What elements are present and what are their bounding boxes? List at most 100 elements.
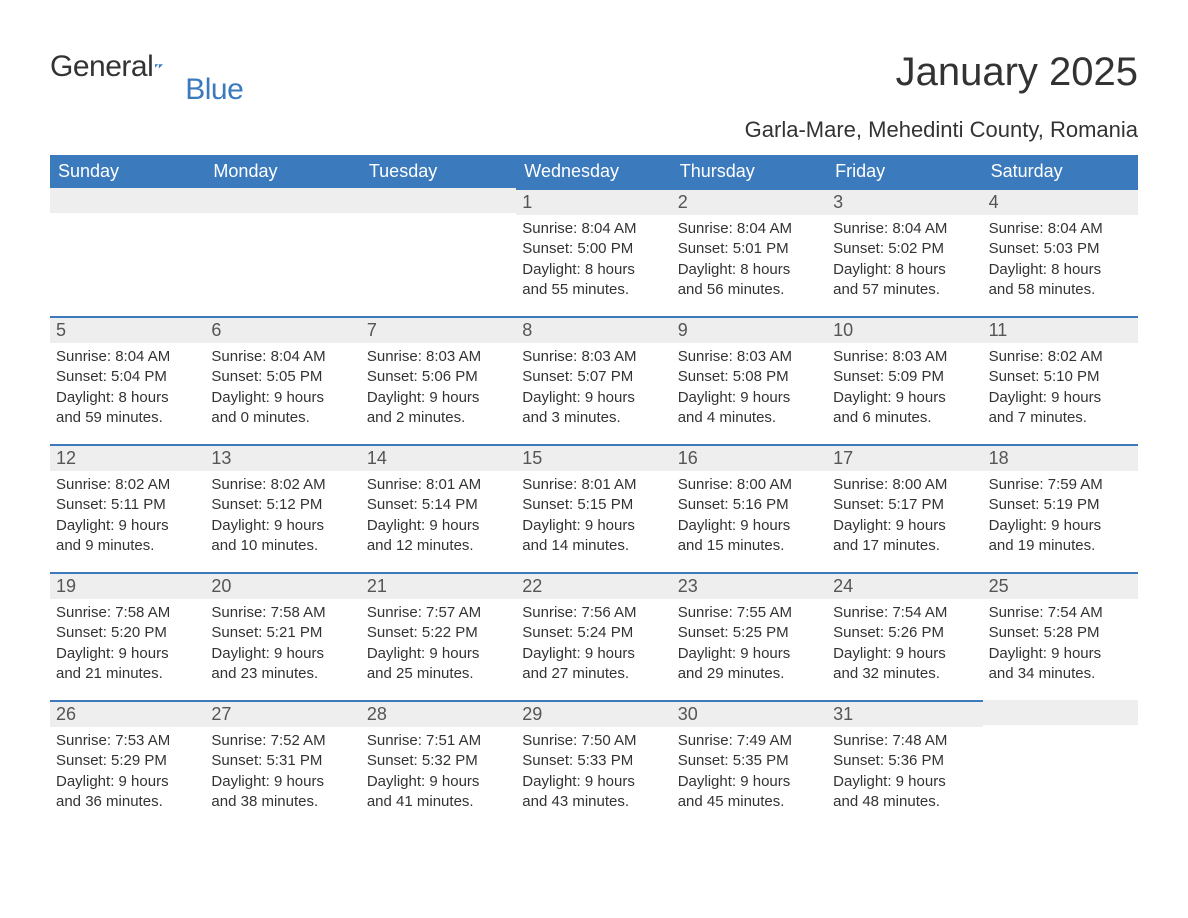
sunset-label: Sunset: <box>367 368 422 385</box>
daylight-hours: 9 hours <box>274 389 324 406</box>
sunrise-label: Sunrise: <box>678 604 737 621</box>
sunrise-line: Sunrise: 7:51 AM <box>367 731 510 751</box>
calendar-cell: 20Sunrise: 7:58 AMSunset: 5:21 PMDayligh… <box>205 572 360 700</box>
daylight-label: Daylight: <box>56 389 119 406</box>
daylight-line-2: and 56 minutes. <box>678 280 821 300</box>
daylight-line-2: and 10 minutes. <box>211 536 354 556</box>
daylight-hours: 9 hours <box>896 389 946 406</box>
daylight-line-1: Daylight: 9 hours <box>678 388 821 408</box>
sunrise-label: Sunrise: <box>56 348 115 365</box>
sunrise-value: 7:54 AM <box>892 604 947 621</box>
daylight-line-2: and 41 minutes. <box>367 792 510 812</box>
daylight-line-1: Daylight: 9 hours <box>211 516 354 536</box>
daylight-hours: 9 hours <box>1051 389 1101 406</box>
sunrise-label: Sunrise: <box>678 732 737 749</box>
sunrise-label: Sunrise: <box>678 220 737 237</box>
day-details: Sunrise: 7:48 AMSunset: 5:36 PMDaylight:… <box>827 727 982 812</box>
sunset-label: Sunset: <box>833 496 888 513</box>
sunrise-line: Sunrise: 8:02 AM <box>56 475 199 495</box>
daylight-line-2: and 19 minutes. <box>989 536 1132 556</box>
day-details: Sunrise: 8:04 AMSunset: 5:04 PMDaylight:… <box>50 343 205 428</box>
sunset-label: Sunset: <box>211 624 266 641</box>
sunrise-value: 7:57 AM <box>426 604 481 621</box>
sunset-value: 5:36 PM <box>888 752 944 769</box>
daylight-line-1: Daylight: 9 hours <box>56 644 199 664</box>
daylight-line-1: Daylight: 8 hours <box>522 260 665 280</box>
calendar-cell: 29Sunrise: 7:50 AMSunset: 5:33 PMDayligh… <box>516 700 671 828</box>
sunrise-value: 8:02 AM <box>271 476 326 493</box>
day-details: Sunrise: 7:54 AMSunset: 5:26 PMDaylight:… <box>827 599 982 684</box>
day-details: Sunrise: 7:49 AMSunset: 5:35 PMDaylight:… <box>672 727 827 812</box>
daylight-line-1: Daylight: 9 hours <box>522 772 665 792</box>
sunset-value: 5:07 PM <box>577 368 633 385</box>
day-details: Sunrise: 8:04 AMSunset: 5:00 PMDaylight:… <box>516 215 671 300</box>
daylight-line-2: and 27 minutes. <box>522 664 665 684</box>
daylight-label: Daylight: <box>211 517 274 534</box>
daylight-hours: 9 hours <box>740 517 790 534</box>
sunrise-value: 7:58 AM <box>115 604 170 621</box>
day-number-row: 17 <box>827 444 982 471</box>
sunset-label: Sunset: <box>678 368 733 385</box>
sunrise-value: 7:58 AM <box>271 604 326 621</box>
sunset-line: Sunset: 5:07 PM <box>522 367 665 387</box>
daylight-label: Daylight: <box>989 645 1052 662</box>
sunset-line: Sunset: 5:36 PM <box>833 751 976 771</box>
day-number-row: 22 <box>516 572 671 599</box>
daylight-label: Daylight: <box>833 773 896 790</box>
calendar-cell: 31Sunrise: 7:48 AMSunset: 5:36 PMDayligh… <box>827 700 982 828</box>
daylight-line-2: and 23 minutes. <box>211 664 354 684</box>
day-number-row: 29 <box>516 700 671 727</box>
sunset-value: 5:10 PM <box>1044 368 1100 385</box>
sunrise-label: Sunrise: <box>56 732 115 749</box>
sunrise-line: Sunrise: 8:02 AM <box>989 347 1132 367</box>
daylight-line-1: Daylight: 9 hours <box>989 388 1132 408</box>
daylight-hours: 9 hours <box>119 645 169 662</box>
daylight-line-1: Daylight: 9 hours <box>367 772 510 792</box>
weekday-header: Saturday <box>983 155 1138 188</box>
calendar-cell <box>983 700 1138 828</box>
daylight-line-1: Daylight: 9 hours <box>522 388 665 408</box>
sunset-line: Sunset: 5:21 PM <box>211 623 354 643</box>
sunset-line: Sunset: 5:22 PM <box>367 623 510 643</box>
sunrise-label: Sunrise: <box>211 604 270 621</box>
sunset-value: 5:26 PM <box>888 624 944 641</box>
sunset-label: Sunset: <box>833 624 888 641</box>
sunset-value: 5:01 PM <box>733 240 789 257</box>
daylight-line-1: Daylight: 9 hours <box>56 772 199 792</box>
daylight-hours: 8 hours <box>585 261 635 278</box>
day-number-row: 13 <box>205 444 360 471</box>
daylight-line-2: and 14 minutes. <box>522 536 665 556</box>
daylight-line-2: and 3 minutes. <box>522 408 665 428</box>
sunset-line: Sunset: 5:26 PM <box>833 623 976 643</box>
sunset-label: Sunset: <box>989 240 1044 257</box>
calendar-cell: 3Sunrise: 8:04 AMSunset: 5:02 PMDaylight… <box>827 188 982 316</box>
daylight-label: Daylight: <box>56 517 119 534</box>
daylight-hours: 8 hours <box>740 261 790 278</box>
logo-flag-icon <box>155 54 163 80</box>
sunset-value: 5:04 PM <box>111 368 167 385</box>
daylight-label: Daylight: <box>56 773 119 790</box>
daylight-label: Daylight: <box>211 389 274 406</box>
sunrise-label: Sunrise: <box>989 604 1048 621</box>
daylight-label: Daylight: <box>833 517 896 534</box>
daylight-line-2: and 2 minutes. <box>367 408 510 428</box>
daylight-line-1: Daylight: 8 hours <box>678 260 821 280</box>
sunrise-value: 8:04 AM <box>737 220 792 237</box>
daylight-hours: 9 hours <box>429 389 479 406</box>
sunset-value: 5:19 PM <box>1044 496 1100 513</box>
sunrise-label: Sunrise: <box>211 476 270 493</box>
day-number-row: 5 <box>50 316 205 343</box>
sunset-label: Sunset: <box>678 752 733 769</box>
daylight-hours: 9 hours <box>740 773 790 790</box>
sunset-value: 5:22 PM <box>422 624 478 641</box>
sunrise-label: Sunrise: <box>989 348 1048 365</box>
sunset-label: Sunset: <box>522 240 577 257</box>
sunset-label: Sunset: <box>678 624 733 641</box>
daylight-line-2: and 36 minutes. <box>56 792 199 812</box>
daylight-line-1: Daylight: 9 hours <box>367 516 510 536</box>
sunrise-label: Sunrise: <box>211 348 270 365</box>
day-number-row <box>205 188 360 213</box>
sunrise-line: Sunrise: 8:04 AM <box>833 219 976 239</box>
sunset-line: Sunset: 5:16 PM <box>678 495 821 515</box>
sunset-line: Sunset: 5:05 PM <box>211 367 354 387</box>
